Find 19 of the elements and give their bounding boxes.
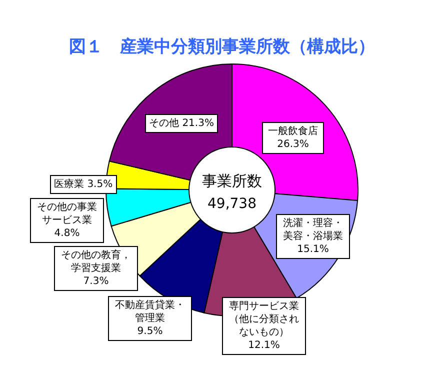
slice-label: 不動産賃貸業・管理業 <box>115 300 185 324</box>
slice-label: 洗濯・理容・美容・浴場業 <box>283 218 343 242</box>
slice-label: 専門サービス業（他に分類されないもの） <box>229 301 299 338</box>
data-label: 12.1% <box>248 340 280 351</box>
slice-label: その他の教育，学習支援業 <box>61 250 131 274</box>
data-label: 3.5% <box>87 179 113 190</box>
chart-title: 図１ 産業中分類別事業所数（構成比） <box>69 37 375 57</box>
text: 事業所数 <box>202 172 262 190</box>
data-label: 4.8% <box>54 228 80 239</box>
data-label: 21.3% <box>182 118 214 129</box>
data-label: 9.5% <box>137 326 163 337</box>
data-label: 7.3% <box>83 276 109 287</box>
slice-label: 一般飲食店 <box>268 126 318 137</box>
data-label: 15.1% <box>297 244 329 255</box>
data-label: 26.3% <box>277 139 309 150</box>
slice-label: その他の事業サービス業 <box>37 202 97 226</box>
slice-label: その他 <box>149 118 179 129</box>
text: 49,738 <box>208 196 256 212</box>
slice-label: 医療業 <box>54 179 84 190</box>
